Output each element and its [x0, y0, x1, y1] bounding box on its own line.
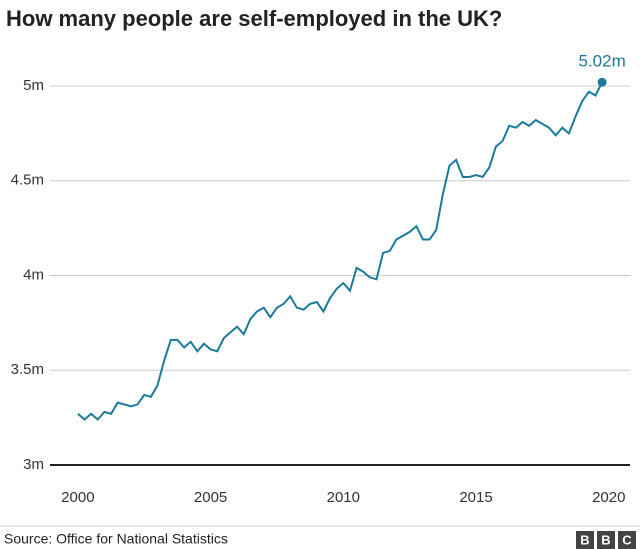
x-tick-label: 2000 — [61, 489, 94, 506]
y-tick-label: 3m — [23, 456, 44, 473]
x-tick-label: 2005 — [194, 489, 227, 506]
line — [77, 81, 603, 421]
logo-letter: B — [580, 532, 589, 547]
end-point — [597, 77, 607, 87]
logo-box — [618, 531, 636, 549]
y-tick-label: 4m — [23, 266, 44, 283]
chart-title: How many people are self-employed in the… — [6, 6, 502, 31]
logo-letter: C — [622, 532, 632, 547]
x-tick-label: 2015 — [459, 489, 492, 506]
logo-letter: B — [601, 532, 610, 547]
y-tick-label: 3.5m — [11, 361, 44, 378]
logo-box — [597, 531, 615, 549]
logo-box — [576, 531, 594, 549]
x-tick-label: 2020 — [592, 489, 625, 506]
y-tick-label: 4.5m — [11, 172, 44, 189]
data-label: 5.02m — [579, 52, 626, 71]
x-tick-label: 2010 — [327, 489, 360, 506]
y-tick-label: 5m — [23, 77, 44, 94]
source: Source: Office for National Statistics — [4, 531, 228, 547]
